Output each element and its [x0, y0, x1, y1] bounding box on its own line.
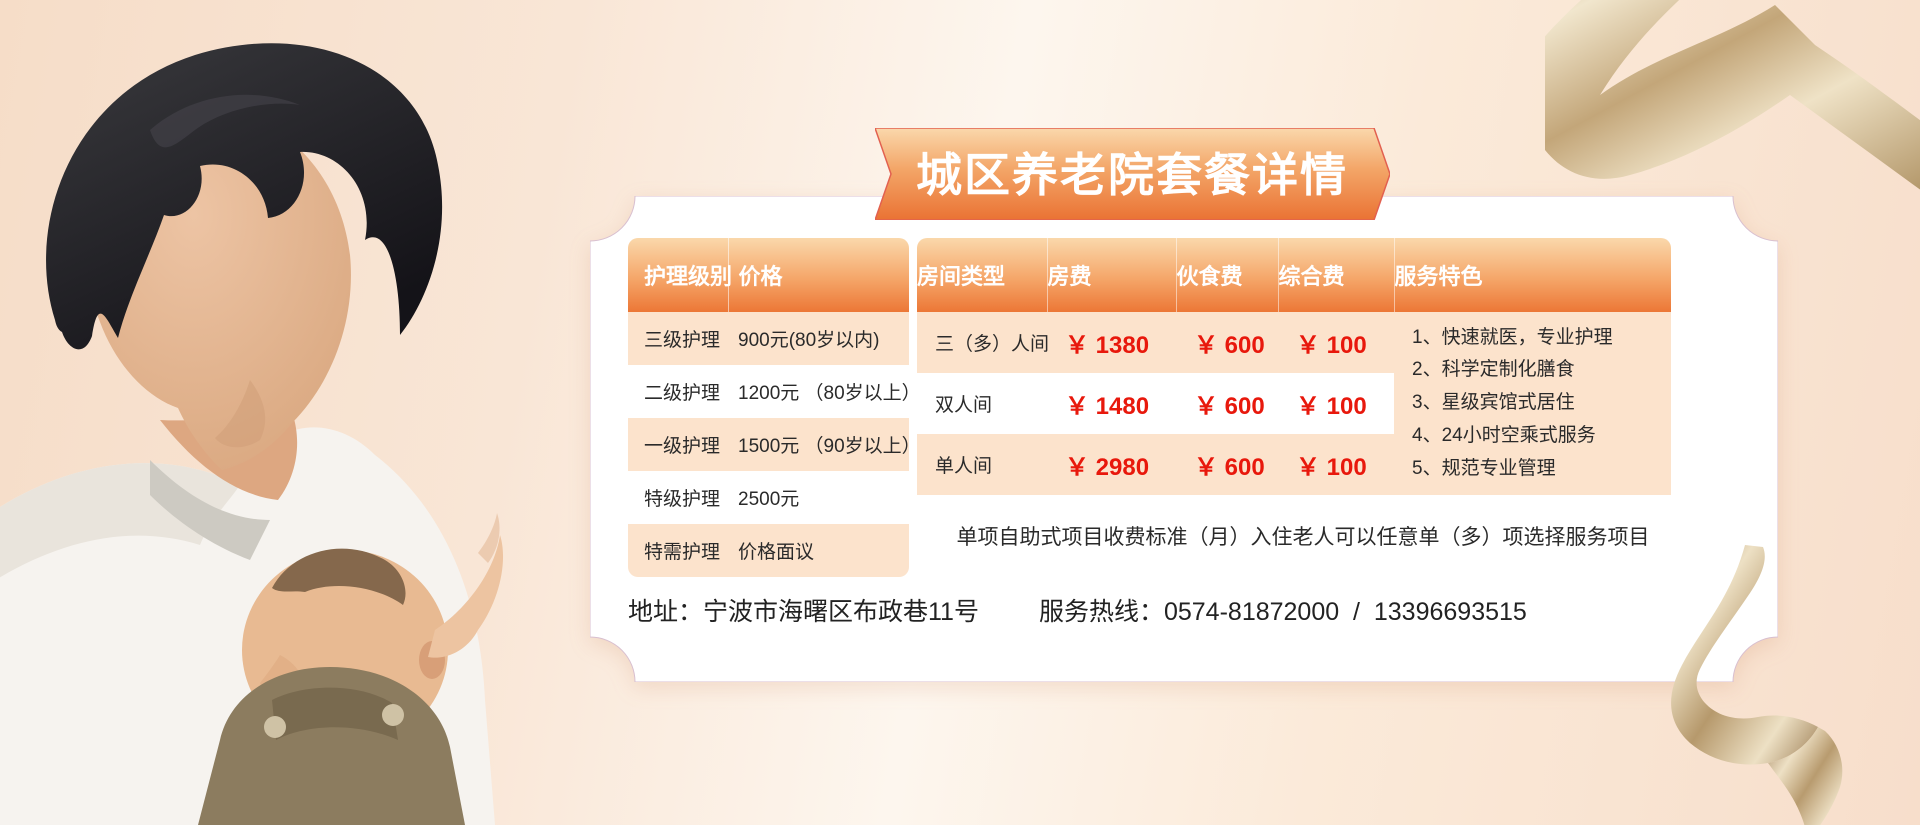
- svg-text:城区养老院套餐详情: 城区养老院套餐详情: [916, 150, 1348, 201]
